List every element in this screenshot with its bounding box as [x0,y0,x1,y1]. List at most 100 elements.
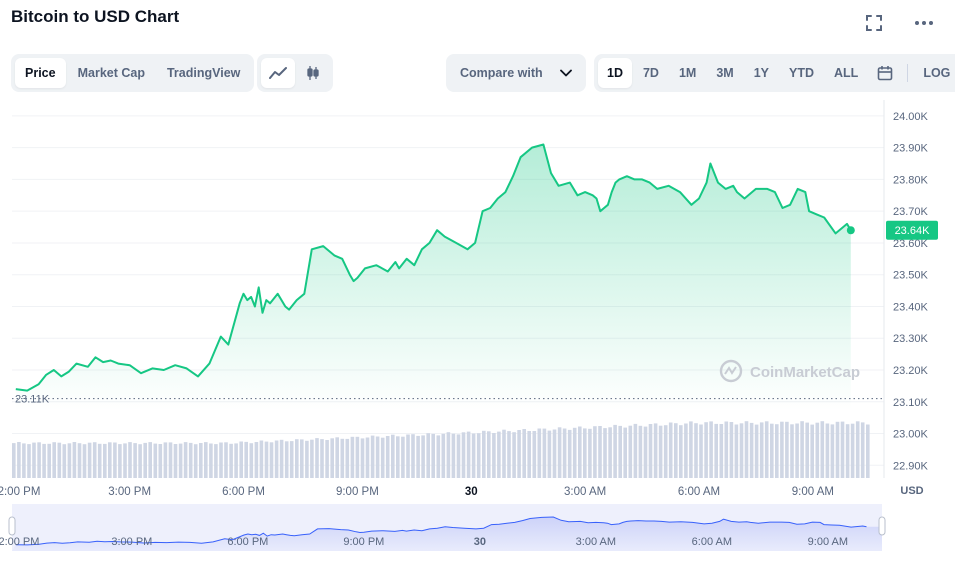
volume-bar [790,424,794,478]
volume-bar [396,436,400,478]
x-tick-label: 6:00 PM [222,486,265,498]
range-all[interactable]: ALL [834,66,859,80]
volume-bar [133,443,137,478]
volume-bar [562,428,567,478]
range-ytd[interactable]: YTD [789,66,815,80]
currency-label: USD [900,485,923,497]
volume-bar [618,425,622,478]
navigator-x-tick-label: 12:00 PM [0,536,39,548]
range-3m[interactable]: 3M [716,66,734,80]
volume-bar [466,431,471,478]
volume-bar [785,421,789,478]
volume-bar [436,435,441,478]
open-price-label: 23.11K [15,394,50,406]
volume-bar [401,436,405,478]
current-price-dot [846,226,855,235]
volume-bar [113,442,117,478]
navigator-x-tick-label: 6:00 AM [692,536,732,548]
more-horizontal-icon[interactable] [913,12,935,34]
volume-bar [375,436,380,478]
volume-bar [168,442,173,478]
volume-bar [416,435,420,478]
x-tick-label: 9:00 AM [792,486,834,498]
volume-bar [482,430,486,478]
fullscreen-icon[interactable] [863,12,885,34]
volume-bar [754,424,759,478]
range-1y[interactable]: 1Y [753,66,770,80]
range-1d[interactable]: 1D [598,58,632,88]
volume-bar [37,442,41,478]
volume-bar [163,442,168,478]
volume-bar [497,431,501,478]
y-tick-label: 23.50K [893,270,929,282]
volume-bar [385,436,390,478]
volume-bar [52,442,56,478]
candlestick-icon[interactable] [297,58,329,88]
volume-bar [527,431,531,478]
volume-bar [825,423,830,478]
volume-bar [522,429,526,478]
volume-bar [775,424,779,478]
navigator-x-tick-label: 3:00 PM [111,536,152,548]
volume-bar [350,436,355,478]
volume-bar [193,444,198,478]
y-tick-label: 23.60K [893,238,929,250]
tab-tradingview[interactable]: TradingView [166,66,241,80]
volume-bar [87,442,92,478]
page-title: Bitcoin to USD Chart [11,7,180,26]
volume-bar [623,427,627,478]
volume-bar [759,422,764,478]
volume-bar [320,439,324,478]
line-chart-icon[interactable] [261,58,295,88]
volume-bar [684,423,688,478]
volume-bar [628,425,633,478]
x-tick-label: 30 [465,486,478,498]
x-tick-label: 9:00 PM [336,486,379,498]
header-actions [863,12,935,34]
volume-bar [411,434,415,478]
range-1m[interactable]: 1M [678,66,697,80]
volume-bar [391,434,395,478]
volume-bar [603,428,607,478]
volume-bar [72,442,77,478]
price-line [15,143,852,392]
volume-bar [699,424,703,478]
volume-bar [345,438,350,478]
volume-bar [507,431,511,478]
volume-bar [512,432,516,478]
volume-bar [860,422,865,478]
watermark: CoinMarketCap [719,359,860,383]
navigator-left-handle[interactable] [8,516,16,536]
volume-bar [653,423,658,478]
range-7d[interactable]: 7D [642,66,659,80]
chart-type-tabs: Price Market Cap TradingView [11,54,255,92]
log-scale-toggle[interactable]: LOG [923,66,951,80]
volume-bar [724,421,729,478]
view-toggle [257,54,333,92]
y-tick-label: 24.00K [893,111,929,123]
volume-bar [658,425,663,478]
volume-bar [714,423,718,478]
navigator-x-tick-label: 6:00 PM [227,536,268,548]
volume-bar [128,442,132,478]
volume-bar [259,440,264,478]
volume-bar [310,439,314,478]
volume-bar [532,431,537,478]
volume-bar [593,426,597,478]
volume-bar [572,427,577,478]
navigator-right-handle[interactable] [878,516,886,536]
calendar-icon[interactable] [869,58,901,88]
time-range-tabs: 1D 7D 1M 3M 1Y YTD ALL LOG [594,54,955,92]
volume-bar [613,424,617,478]
volume-bar [305,440,309,478]
compare-with-dropdown[interactable]: Compare with [446,54,586,92]
volume-bar [219,442,223,478]
volume-bar [47,443,51,478]
volume-bar [588,428,592,478]
tab-market-cap[interactable]: Market Cap [77,66,145,80]
volume-bar [183,442,188,478]
volume-bar [780,421,784,478]
volume-bar [461,432,466,478]
tab-price[interactable]: Price [15,58,66,88]
